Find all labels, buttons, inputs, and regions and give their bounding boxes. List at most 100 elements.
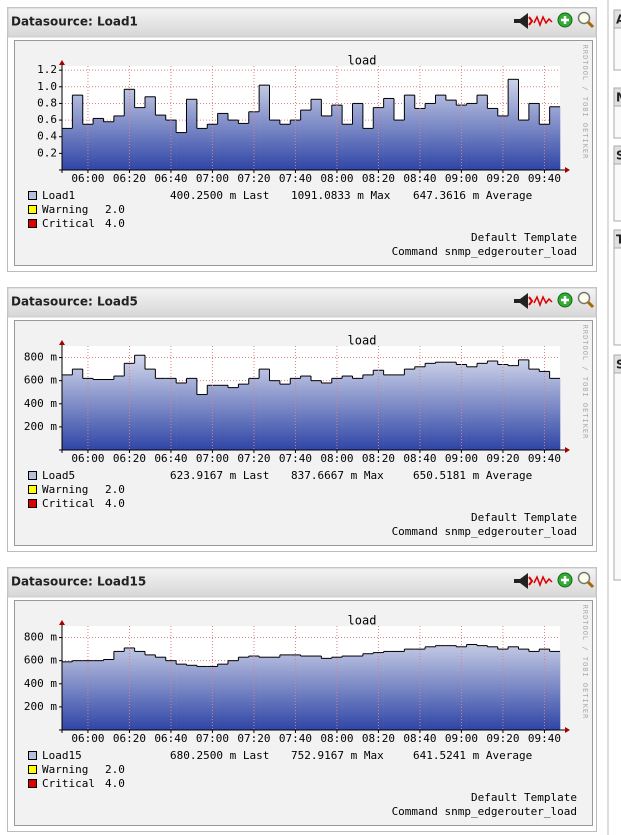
- x-tick-label: 06:40: [154, 732, 187, 745]
- bar: [300, 376, 312, 450]
- toolbar: [514, 291, 595, 309]
- bar: [113, 376, 125, 450]
- y-tick-label: 800 m: [24, 631, 57, 644]
- bar: [134, 355, 146, 450]
- sidebar-letter: T: [616, 233, 621, 247]
- bar: [549, 651, 561, 730]
- zoom-icon[interactable]: [577, 571, 595, 589]
- bar: [82, 378, 94, 450]
- graph-icon[interactable]: [533, 15, 553, 28]
- legend-label: Critical: [42, 217, 95, 230]
- sidebar-box: [613, 145, 621, 222]
- graph-title: load: [348, 54, 377, 68]
- bar: [93, 379, 104, 450]
- bar: [497, 364, 509, 450]
- legend-stat: 641.5241 m Average: [413, 749, 532, 762]
- zoom-handle: [586, 300, 595, 309]
- bar: [248, 656, 260, 730]
- alert-accent: [528, 16, 534, 26]
- bar: [103, 121, 115, 170]
- x-tick-label: 08:00: [320, 172, 353, 185]
- bar: [477, 363, 488, 450]
- graph-footer: Command snmp_edgerouter_load: [392, 525, 577, 538]
- add-icon[interactable]: [557, 572, 573, 588]
- x-tick-label: 08:20: [362, 452, 395, 465]
- bar: [362, 653, 374, 730]
- x-tick-label: 06:40: [154, 452, 187, 465]
- x-tick-label: 06:40: [154, 172, 187, 185]
- x-tick-label: 06:20: [113, 172, 146, 185]
- bar: [279, 124, 291, 170]
- bar: [238, 123, 250, 170]
- sidebar-header: [613, 145, 621, 165]
- bar: [373, 652, 384, 730]
- bar: [383, 98, 395, 170]
- bar: [487, 361, 499, 450]
- legend-stat: 752.9167 m Max: [291, 749, 384, 762]
- add-plus: [561, 576, 569, 584]
- bar: [176, 382, 187, 450]
- alert-icon[interactable]: [514, 573, 534, 589]
- x-tick-label: 08:20: [362, 732, 395, 745]
- bar: [331, 105, 343, 170]
- bar: [342, 376, 353, 450]
- bar: [404, 649, 416, 730]
- bar: [321, 658, 333, 730]
- legend-swatch: [28, 779, 37, 788]
- bar: [259, 85, 270, 170]
- alert-icon[interactable]: [514, 13, 534, 29]
- bar: [300, 110, 312, 170]
- bar: [134, 107, 146, 170]
- y-tick-label: 400 m: [24, 397, 57, 410]
- graph-icon[interactable]: [533, 295, 553, 308]
- legend-value: 2.0: [105, 483, 125, 496]
- bar: [404, 95, 416, 170]
- y-tick-label: 600 m: [24, 374, 57, 387]
- add-icon[interactable]: [557, 292, 573, 308]
- bar: [518, 359, 530, 450]
- watermark: RRDTOOL / TOBI OETIKER: [581, 605, 589, 720]
- bar: [72, 95, 84, 170]
- x-tick-label: 06:20: [113, 732, 146, 745]
- zoom-icon[interactable]: [577, 11, 595, 29]
- x-tick-label: 09:00: [445, 732, 478, 745]
- bar: [508, 365, 519, 450]
- x-tick-label: 09:00: [445, 452, 478, 465]
- zoom-icon[interactable]: [577, 291, 595, 309]
- graph-icon[interactable]: [533, 575, 553, 588]
- sidebar-letter: A: [616, 13, 621, 27]
- sidebar-box: [613, 9, 621, 71]
- bar: [445, 100, 457, 170]
- bar: [425, 646, 436, 730]
- bar: [217, 113, 229, 170]
- legend-swatch: [28, 765, 37, 774]
- x-tick-label: 07:00: [196, 452, 229, 465]
- bar: [539, 371, 550, 450]
- sidebar-header: [613, 229, 621, 249]
- panel-header: [7, 7, 597, 38]
- bar: [228, 120, 239, 170]
- bar: [196, 666, 208, 730]
- bar: [238, 384, 250, 450]
- bar: [176, 664, 187, 730]
- bar: [342, 124, 353, 170]
- bar: [145, 654, 156, 730]
- sidebar-box: [613, 354, 621, 581]
- legend-label: Critical: [42, 497, 95, 510]
- panel-title: Datasource: Load1: [11, 15, 138, 29]
- add-icon[interactable]: [557, 12, 573, 28]
- y-tick-label: 200 m: [24, 700, 57, 713]
- x-arrow: [565, 447, 570, 453]
- bar: [466, 366, 478, 450]
- bar: [331, 378, 343, 450]
- legend-label: Critical: [42, 777, 95, 790]
- x-tick-label: 08:40: [403, 452, 436, 465]
- bar: [311, 99, 322, 170]
- x-tick-label: 06:00: [71, 732, 104, 745]
- bar: [196, 394, 208, 450]
- bar: [113, 115, 125, 170]
- bar: [145, 96, 156, 170]
- alert-icon[interactable]: [514, 293, 534, 309]
- panel-header: [7, 287, 597, 318]
